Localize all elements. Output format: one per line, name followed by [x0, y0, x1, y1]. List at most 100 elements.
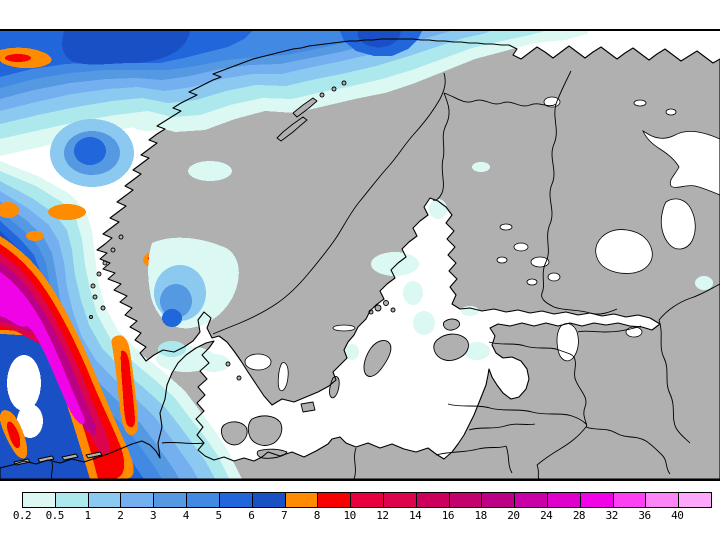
- legend-cell-12: [415, 492, 450, 507]
- border-norway-finland: [443, 92, 557, 107]
- island-vesteralen: [292, 97, 318, 118]
- legend-cell-13: [448, 492, 483, 507]
- legend-tick: [514, 492, 516, 497]
- island-zealand: [247, 415, 283, 446]
- legend-tick: [251, 492, 253, 497]
- island-bornholm: [300, 401, 316, 413]
- legend-cell-15: [514, 492, 548, 507]
- legend-tick: [218, 492, 220, 497]
- legend-cell-16: [547, 492, 581, 507]
- border-estonia-russia: [573, 325, 642, 428]
- legend-label-6: 6: [248, 509, 255, 522]
- legend-label-0.2: 0.2: [12, 509, 32, 522]
- legend-label-14: 14: [409, 509, 422, 522]
- legend-tick: [284, 492, 286, 497]
- legend-label-28: 28: [572, 509, 586, 522]
- legend-cell-9: [317, 492, 352, 507]
- legend-label-24: 24: [540, 509, 553, 522]
- lake-malaren: [332, 324, 356, 332]
- legend-label-5: 5: [215, 509, 223, 522]
- border-belarus-russia: [585, 426, 671, 475]
- legend-cell-17: [579, 492, 614, 507]
- legend-cell-11: [382, 492, 417, 507]
- lake-vanern: [244, 353, 272, 371]
- legend-label-4: 4: [182, 509, 190, 522]
- legend-tick: [448, 492, 450, 497]
- legend-cell-6: [218, 492, 253, 507]
- legend-cell-18: [612, 492, 647, 507]
- legend-label-20: 20: [507, 509, 520, 522]
- legend-tick: [87, 492, 89, 497]
- legend-label-36: 36: [638, 509, 651, 522]
- legend-tick: [382, 492, 384, 497]
- legend-cell-1: [54, 492, 89, 507]
- island-funen: [220, 421, 248, 446]
- legend-label-1: 1: [84, 509, 91, 522]
- legend-label-2: 2: [117, 509, 124, 522]
- legend-label-16: 16: [441, 509, 455, 522]
- map-frame: [0, 29, 720, 481]
- island-gotland: [363, 340, 392, 377]
- legend-cell-14: [481, 492, 516, 507]
- lake-vattern: [277, 362, 289, 392]
- lakes: [244, 96, 720, 392]
- legend-tick: [481, 492, 483, 497]
- legend-cell-10: [350, 492, 384, 507]
- legend-cell-7: [251, 492, 286, 507]
- legend-cell-8: [284, 492, 319, 507]
- precip-colorbar-labels: 0.2 0.5 1 2 3 4 5 6 7 8 10 12 14 16 18 20 24 28 32 36 40: [13, 509, 710, 523]
- legend-cell-2: [87, 492, 122, 507]
- border-latvia-lithuania: [447, 403, 587, 425]
- legend-label-32: 32: [605, 509, 619, 522]
- legend-tick: [678, 492, 680, 497]
- legend-cell-0: [23, 493, 56, 507]
- legend-tick: [120, 492, 122, 497]
- border-poland-kaliningrad: [435, 445, 507, 456]
- border-estonia-latvia: [488, 341, 575, 358]
- legend-cell-20: [678, 492, 712, 507]
- legend-tick: [54, 492, 56, 497]
- legend-label-7: 7: [281, 509, 288, 522]
- legend-label-3: 3: [149, 509, 157, 522]
- island-lofoten: [276, 116, 308, 142]
- lake-ladoga: [595, 229, 653, 274]
- legend-cell-19: [645, 492, 680, 507]
- lake-peipus: [556, 323, 579, 362]
- country-borders: [50, 70, 720, 479]
- border-denmark-germany: [161, 441, 205, 445]
- legend-label-0.5: 0.5: [45, 509, 65, 522]
- border-finland-russia: [541, 103, 618, 315]
- legend-label-12: 12: [376, 509, 389, 522]
- legend-tick: [415, 492, 417, 497]
- legend-tick: [186, 492, 188, 497]
- legend-label-10: 10: [343, 509, 356, 522]
- legend-tick: [612, 492, 614, 497]
- legend-tick: [645, 492, 647, 497]
- legend-cell-3: [120, 492, 155, 507]
- border-lithuania-belarus: [536, 426, 587, 466]
- precip-colorbar: [22, 492, 712, 508]
- legend-tick: [579, 492, 581, 497]
- island-oland: [329, 375, 340, 399]
- map-canvas: [0, 31, 720, 479]
- legend-cell-4: [153, 492, 188, 507]
- legend-label-18: 18: [474, 509, 488, 522]
- border-sweden-finland: [432, 92, 450, 201]
- legend-label-8: 8: [313, 509, 321, 522]
- island-saaremaa: [433, 333, 469, 361]
- precipitation-field: [0, 31, 713, 479]
- border-lithuania-kaliningrad: [468, 423, 536, 431]
- legend-label-40: 40: [671, 509, 684, 522]
- white-sea: [642, 130, 720, 196]
- islands: [13, 80, 469, 466]
- legend-cell-5: [186, 492, 220, 507]
- island-hiiumaa: [443, 318, 461, 331]
- border-norway-russia: [555, 70, 572, 105]
- border-germany-poland: [353, 447, 357, 479]
- legend-tick: [350, 492, 352, 497]
- border-norway-sweden: [212, 72, 446, 335]
- legend-tick: [547, 492, 548, 497]
- legend-tick: [317, 492, 319, 497]
- legend-tick: [153, 492, 155, 497]
